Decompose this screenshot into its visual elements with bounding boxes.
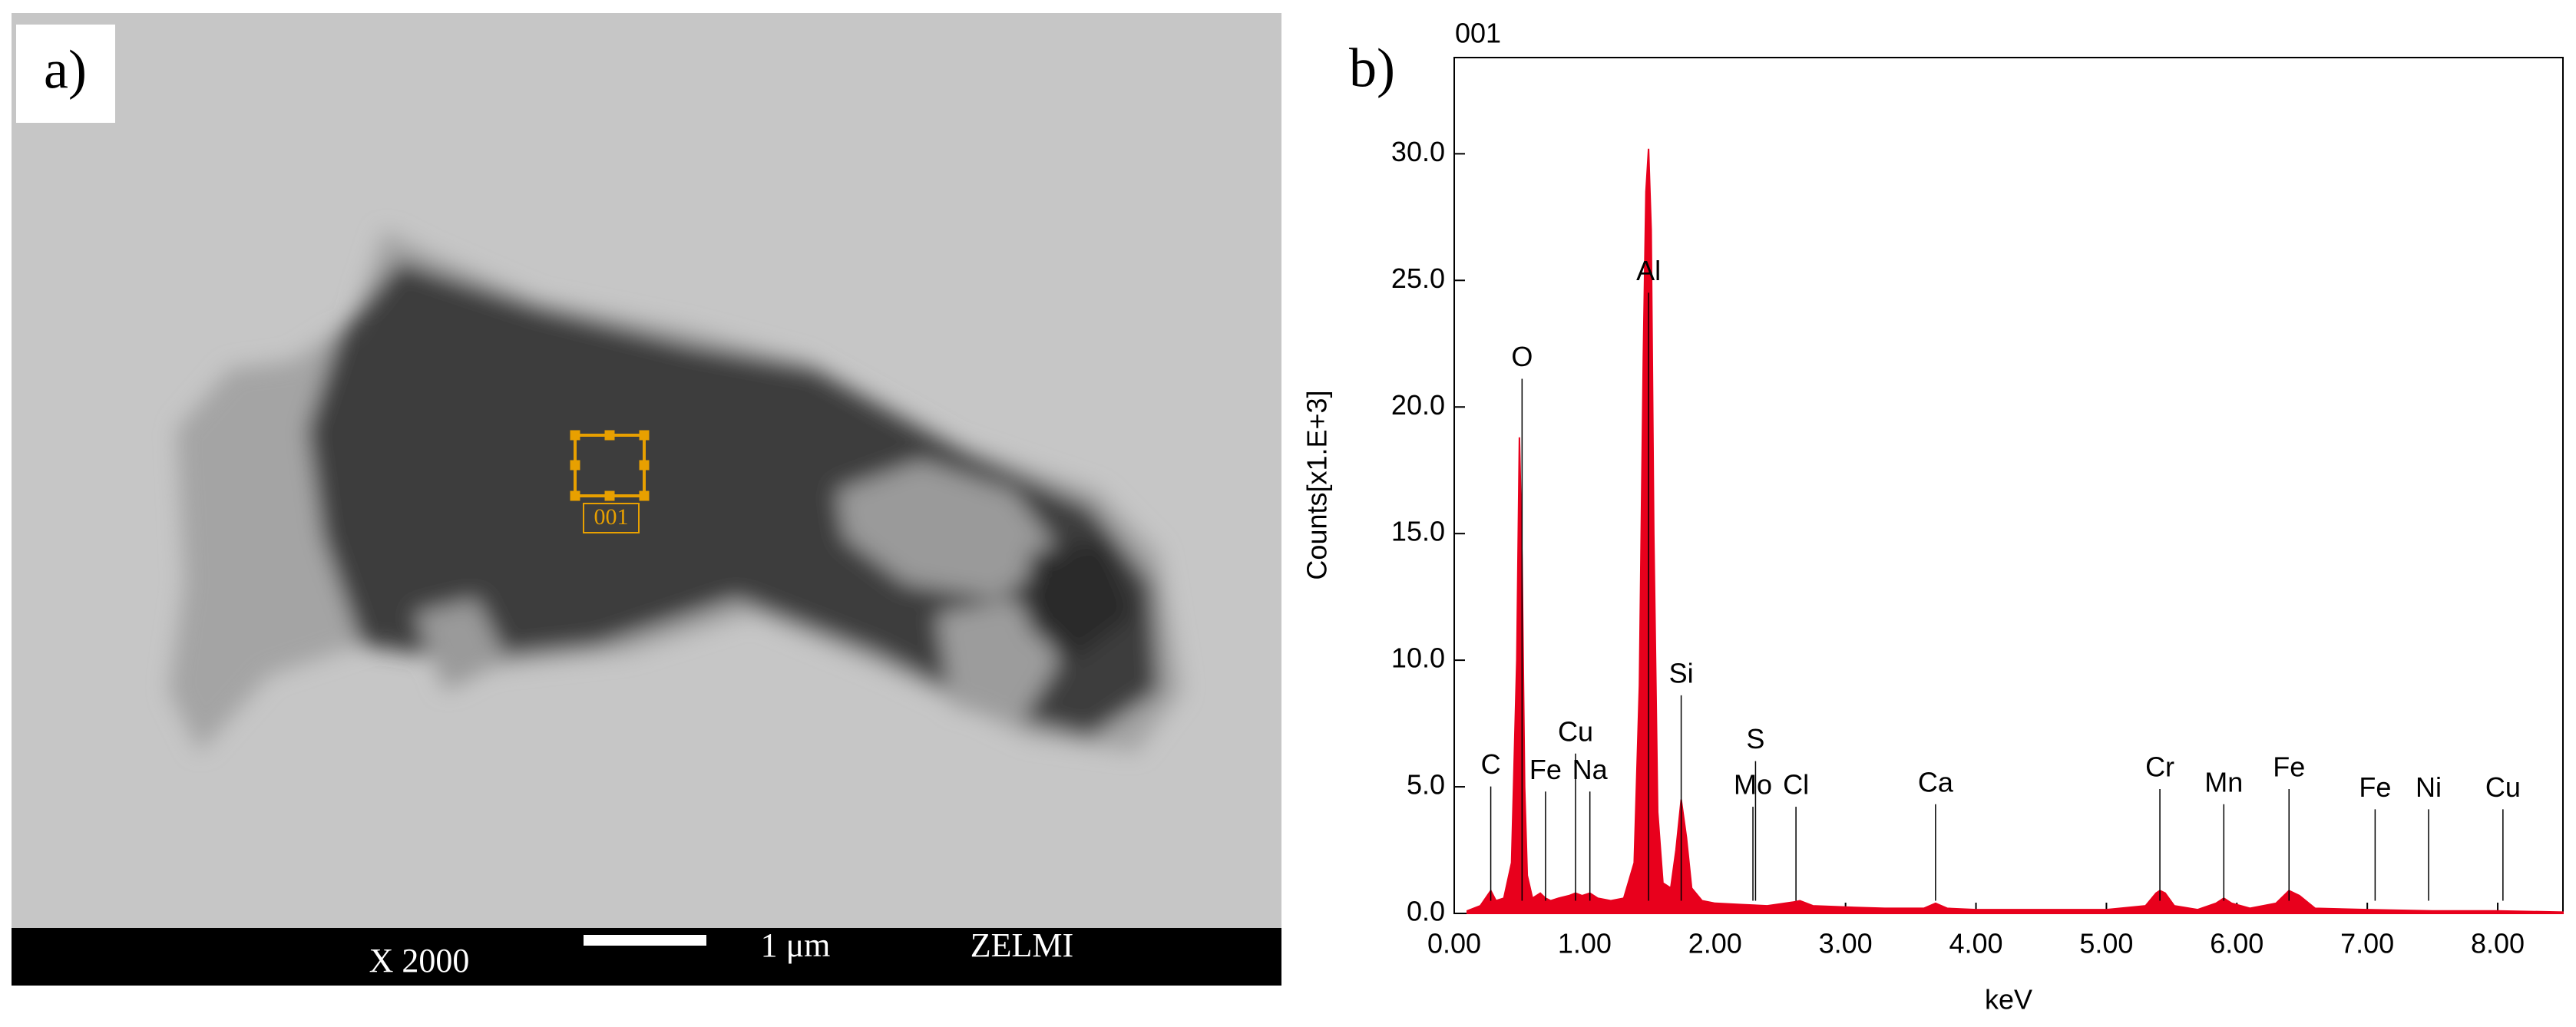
roi-box (570, 430, 650, 533)
x-tick-label: 6.00 (2210, 928, 2264, 959)
peak-label: O (1511, 341, 1533, 372)
plot: 0.0 5.0 10.0 15.0 20.0 25.0 30.0 0.00 1.00 2.00 3.… (1391, 57, 2564, 959)
x-tick-label: 8.00 (2471, 928, 2525, 959)
y-tick-label: 5.0 (1407, 769, 1445, 801)
panel-label: b) (1349, 38, 1395, 99)
y-tick-label: 10.0 (1391, 642, 1445, 674)
lab-name: ZELMI (971, 926, 1073, 964)
x-tick-label: 5.00 (2079, 928, 2133, 959)
y-axis-label: Counts[x1.E+3] (1301, 390, 1333, 580)
peak-label: Mo (1734, 769, 1772, 801)
peak-label: Al (1636, 255, 1661, 286)
spectrum-area (1467, 148, 2564, 914)
peak-label: Na (1572, 754, 1609, 785)
peak-label: S (1746, 723, 1764, 755)
peak-label: Cu (2485, 771, 2521, 803)
x-tick-label: 3.00 (1819, 928, 1873, 959)
peak-label: Mn (2204, 766, 2243, 797)
chart-title: 001 (1455, 18, 1501, 49)
peak-label: Ni (2416, 771, 2442, 803)
x-tick-label: 1.00 (1558, 928, 1612, 959)
scale-label: 1 μm (761, 926, 831, 964)
peak-label: Fe (2273, 751, 2305, 782)
y-tick-label: 15.0 (1391, 516, 1445, 547)
y-tick-label: 0.0 (1407, 896, 1445, 927)
peak-label: Ca (1918, 766, 1954, 797)
panel-label-box (16, 25, 115, 123)
magnification: X 2000 (369, 942, 470, 979)
x-tick-label: 0.00 (1427, 928, 1481, 959)
peak-label: Fe (2359, 771, 2391, 803)
x-axis-label: keV (1985, 984, 2032, 1015)
y-tick-label: 20.0 (1391, 389, 1445, 421)
peak-label: Cr (2145, 751, 2174, 782)
sem-image: X 2000 1 μm ZELMI 001 a) (12, 13, 1281, 986)
x-tick-label: 7.00 (2340, 928, 2394, 959)
plot-frame (1453, 57, 2564, 914)
peak-label: Cu (1558, 715, 1593, 747)
x-tick-label: 4.00 (1949, 928, 2002, 959)
sem-particle (169, 230, 1182, 752)
scale-bar (584, 935, 706, 946)
peak-label: C (1481, 748, 1501, 780)
roi-label: 001 (594, 504, 629, 530)
y-tick-label: 25.0 (1391, 263, 1445, 294)
peak-label: Cl (1783, 769, 1809, 801)
y-tick-label: 30.0 (1391, 136, 1445, 167)
peak-label: Fe (1529, 754, 1562, 785)
x-tick-label: 2.00 (1688, 928, 1742, 959)
peak-label: Si (1669, 657, 1694, 689)
panel-label: a) (44, 39, 87, 101)
